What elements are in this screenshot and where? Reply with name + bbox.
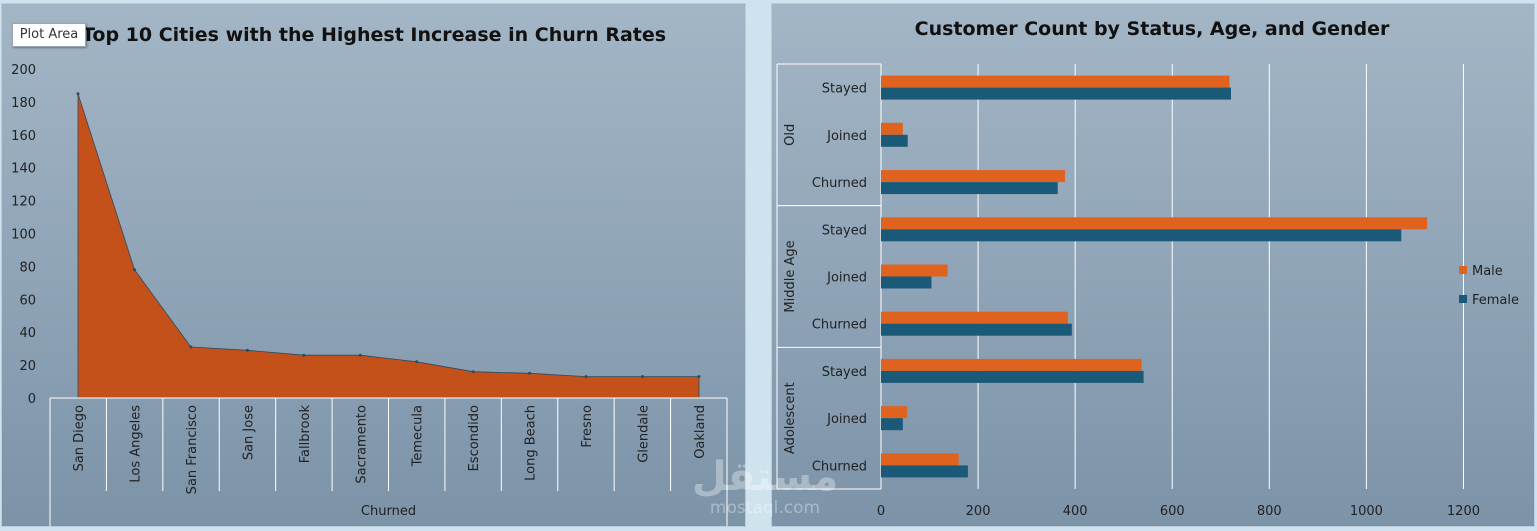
y-tick-label: 180 bbox=[11, 96, 36, 111]
bar-female bbox=[881, 87, 1231, 100]
data-point bbox=[189, 345, 193, 349]
x-tick-label: 1000 bbox=[1350, 504, 1383, 519]
x-tick-label: Temecula bbox=[411, 405, 426, 467]
y-tick-label: 40 bbox=[19, 326, 36, 341]
group-label: Old bbox=[783, 124, 798, 146]
y-tick-label: 160 bbox=[11, 129, 36, 144]
chart-title: Top 10 Cities with the Highest Increase … bbox=[82, 24, 666, 46]
y-tick-label: 20 bbox=[19, 359, 36, 374]
legend-swatch-male bbox=[1459, 266, 1467, 274]
bar-female bbox=[881, 418, 903, 431]
x-tick-label: Escondido bbox=[467, 405, 482, 471]
data-point bbox=[528, 371, 532, 375]
x-tick-label: 800 bbox=[1257, 504, 1282, 519]
legend-swatch-female bbox=[1459, 295, 1467, 303]
bar-female bbox=[881, 276, 932, 289]
x-tick-label: Oakland bbox=[693, 405, 708, 459]
data-point bbox=[471, 370, 475, 374]
bar-female bbox=[881, 134, 908, 147]
y-tick-label: 120 bbox=[11, 195, 36, 210]
bar-female bbox=[881, 323, 1072, 336]
legend-label-female: Female bbox=[1472, 293, 1519, 308]
y-tick-label: 60 bbox=[19, 293, 36, 308]
x-tick-label: 600 bbox=[1160, 504, 1185, 519]
x-tick-label: San Francisco bbox=[185, 405, 200, 494]
category-label: Churned bbox=[812, 459, 867, 474]
category-label: Joined bbox=[826, 271, 867, 286]
plot-area-tooltip: Plot Area bbox=[12, 23, 86, 47]
x-tick-label: 0 bbox=[877, 504, 885, 519]
watermark-url: mostaql.com bbox=[709, 498, 821, 518]
category-label: Stayed bbox=[822, 365, 867, 380]
bar-female bbox=[881, 182, 1058, 195]
churn-chart-panel: Top 10 Cities with the Highest Increase … bbox=[2, 4, 745, 526]
y-tick-label: 140 bbox=[11, 162, 36, 177]
y-tick-label: 0 bbox=[28, 392, 36, 407]
category-label: Stayed bbox=[822, 82, 867, 97]
bar-male bbox=[881, 311, 1068, 324]
data-point bbox=[76, 92, 80, 96]
customer-count-chart-panel: Customer Count by Status, Age, and Gende… bbox=[772, 4, 1534, 526]
x-tick-label: Los Angeles bbox=[129, 405, 144, 483]
x-tick-label: 400 bbox=[1063, 504, 1088, 519]
group-label: Middle Age bbox=[783, 240, 798, 312]
data-point bbox=[697, 375, 701, 379]
data-point bbox=[584, 375, 588, 379]
customer-count-bar-chart: Customer Count by Status, Age, and Gende… bbox=[776, 18, 1519, 519]
category-label: Joined bbox=[826, 129, 867, 144]
y-tick-label: 200 bbox=[11, 63, 36, 78]
bar-male bbox=[881, 358, 1142, 371]
bar-male bbox=[881, 122, 903, 135]
category-label: Stayed bbox=[822, 223, 867, 238]
category-label: Churned bbox=[812, 318, 867, 333]
data-point bbox=[245, 348, 249, 352]
data-point bbox=[133, 268, 136, 272]
x-axis-title: Churned bbox=[361, 504, 416, 519]
bar-male bbox=[881, 75, 1230, 88]
watermark: مستقل mostaql.com bbox=[690, 455, 840, 517]
data-point bbox=[302, 353, 306, 357]
category-label: Churned bbox=[812, 176, 867, 191]
x-tick-label: Glendale bbox=[636, 405, 651, 463]
churn-area-chart: Top 10 Cities with the Highest Increase … bbox=[11, 24, 728, 526]
bar-male bbox=[881, 217, 1428, 230]
data-point bbox=[415, 360, 419, 364]
y-tick-label: 80 bbox=[19, 260, 36, 275]
bar-male bbox=[881, 170, 1065, 183]
x-tick-label: Fallbrook bbox=[298, 405, 313, 464]
chart-title: Customer Count by Status, Age, and Gende… bbox=[915, 18, 1390, 40]
category-label: Joined bbox=[826, 412, 867, 427]
bar-male bbox=[881, 453, 959, 466]
x-tick-label: Fresno bbox=[580, 405, 595, 448]
data-point bbox=[641, 375, 644, 379]
bar-male bbox=[881, 406, 908, 419]
x-tick-label: 200 bbox=[966, 504, 991, 519]
x-tick-label: San Diego bbox=[72, 405, 87, 471]
bar-female bbox=[881, 370, 1144, 383]
group-label: Adolescent bbox=[783, 382, 798, 454]
bar-female bbox=[881, 229, 1402, 242]
x-tick-label: Long Beach bbox=[524, 405, 539, 481]
y-tick-label: 100 bbox=[11, 228, 36, 243]
bar-female bbox=[881, 465, 968, 478]
churn-area-series bbox=[77, 93, 700, 399]
x-tick-label: San Jose bbox=[242, 405, 257, 460]
watermark-logo: مستقل bbox=[691, 454, 839, 500]
data-point bbox=[358, 353, 362, 357]
bar-male bbox=[881, 264, 948, 277]
x-tick-label: Sacramento bbox=[354, 405, 369, 484]
x-tick-label: 1200 bbox=[1447, 504, 1480, 519]
legend-label-male: Male bbox=[1472, 264, 1503, 279]
